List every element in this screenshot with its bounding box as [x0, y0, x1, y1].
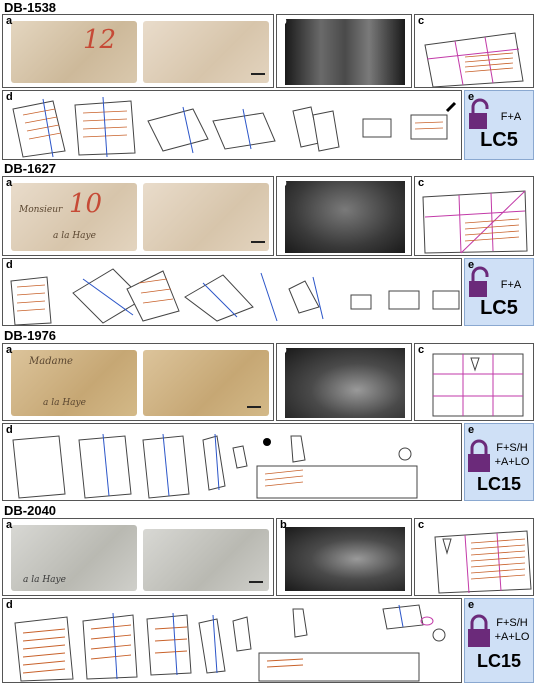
panel-e-db-1538: e F+A LC5 [464, 90, 534, 160]
crease-pattern-diagram [432, 353, 524, 417]
scale-bar [247, 406, 261, 408]
panel-label-a: a [6, 344, 13, 356]
panel-label-d: d [6, 599, 13, 611]
panel-label-a: a [6, 15, 13, 27]
panel-label-a: a [6, 177, 13, 189]
folding-steps-diagram [12, 96, 457, 158]
panel-c-db-1538: c [414, 14, 534, 88]
scale-bar [251, 73, 265, 75]
panel-d-db-1627: d [2, 258, 462, 326]
panel-label-a: a [6, 519, 13, 531]
envelope-back-photo [143, 529, 269, 591]
locking-category: LC15 [476, 474, 521, 494]
scale-bar [249, 581, 263, 583]
crease-pattern-diagram [422, 190, 528, 254]
panel-b-db-1627: b [276, 176, 412, 256]
section-title-db-1538: DB-1538 [4, 0, 57, 15]
unlocked-padlock-icon [469, 98, 489, 129]
panel-a-db-1627: a 10 Monsieur a la Haye [2, 176, 274, 256]
panel-a-db-1538: a 12 [2, 14, 274, 88]
crease-pattern-diagram [434, 530, 532, 594]
panel-b-db-1538: b [276, 14, 412, 88]
panel-label-c: c [418, 519, 425, 531]
panel-e-db-2040: e F+S/H +A+LO LC15 [464, 598, 534, 683]
panel-c-db-1976: c [414, 343, 534, 421]
panel-label-b: b [280, 15, 287, 27]
action-codes-line2: +A+LO [494, 631, 530, 643]
handwritten-number: 10 [69, 189, 103, 219]
handwritten-address-line1: Monsieur [19, 205, 63, 215]
panel-label-c: c [418, 15, 425, 27]
panel-label-d: d [6, 259, 13, 271]
panel-d-db-1538: d [2, 90, 462, 160]
panel-c-db-1627: c [414, 176, 534, 256]
handwritten-address-line1: Madame [29, 356, 73, 367]
action-codes: F+A [500, 279, 522, 291]
action-codes-line1: F+S/H [496, 442, 528, 454]
envelope-front-photo [11, 525, 137, 591]
panel-e-db-1976: e F+S/H +A+LO LC15 [464, 423, 534, 501]
panel-label-e: e [468, 91, 475, 103]
locking-category: LC5 [480, 297, 518, 319]
folding-steps-diagram [12, 433, 418, 499]
xray-scan-image [285, 181, 405, 253]
envelope-back-photo [143, 21, 269, 83]
panel-c-db-2040: c [414, 518, 534, 596]
section-title-db-1627: DB-1627 [4, 161, 57, 176]
handwritten-address-line2: a la Haye [43, 398, 86, 408]
action-codes-line1: F+S/H [496, 617, 528, 629]
action-codes-line2: +A+LO [494, 456, 530, 468]
folding-steps-diagram [10, 268, 460, 325]
panel-a-db-1976: a Madame a la Haye [2, 343, 274, 421]
panel-d-db-2040: d [2, 598, 462, 683]
panel-label-e: e [468, 259, 475, 271]
panel-label-e: e [468, 424, 475, 436]
unlocked-padlock-icon [469, 266, 489, 297]
xray-scan-image [285, 348, 405, 418]
envelope-front-photo [11, 21, 137, 83]
panel-label-c: c [418, 344, 425, 356]
envelope-back-photo [143, 350, 269, 416]
section-title-db-1976: DB-1976 [4, 328, 57, 343]
panel-e-db-1627: e F+A LC5 [464, 258, 534, 326]
section-title-db-2040: DB-2040 [4, 503, 57, 518]
panel-d-db-1976: d [2, 423, 462, 501]
handwritten-address-line1: a la Haye [23, 575, 66, 585]
panel-label-d: d [6, 424, 13, 436]
envelope-front-photo [11, 350, 137, 416]
xray-scan-image [285, 19, 405, 85]
panel-label-d: d [6, 91, 13, 103]
handwritten-address-line2: a la Haye [53, 231, 96, 241]
xray-scan-image [285, 527, 405, 591]
folding-steps-diagram [14, 604, 446, 682]
handwritten-number: 12 [83, 25, 117, 55]
scale-bar [251, 241, 265, 243]
panel-label-b: b [280, 344, 287, 356]
panel-label-c: c [418, 177, 425, 189]
locked-padlock-icon [468, 614, 490, 647]
panel-label-e: e [468, 599, 475, 611]
panel-label-b: b [280, 177, 287, 189]
envelope-back-photo [143, 183, 269, 251]
panel-b-db-1976: b [276, 343, 412, 421]
action-codes: F+A [500, 111, 522, 123]
locked-padlock-icon [468, 439, 490, 472]
envelope-front-photo [11, 183, 137, 251]
locking-category: LC15 [476, 651, 521, 671]
panel-a-db-2040: a a la Haye [2, 518, 274, 596]
panel-label-b: b [280, 519, 287, 531]
panel-b-db-2040: b [276, 518, 412, 596]
locking-category: LC5 [480, 129, 518, 151]
crease-pattern-diagram [424, 32, 524, 87]
